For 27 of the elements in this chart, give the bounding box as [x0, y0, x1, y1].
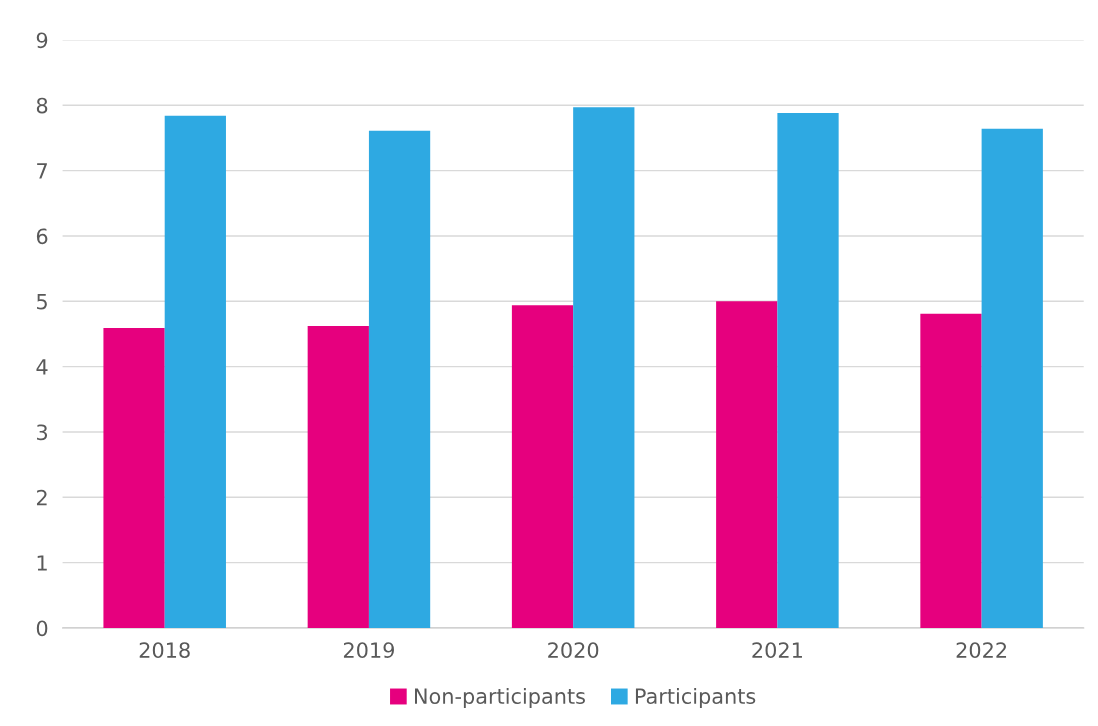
bar — [777, 113, 839, 628]
y-tick-label: 8 — [36, 97, 48, 114]
x-tick-label: 2021 — [752, 642, 802, 659]
x-tick-label: 2022 — [956, 642, 1007, 659]
bar — [573, 107, 635, 628]
x-tick-label: 2019 — [343, 642, 394, 659]
x-tick-label: 2020 — [548, 642, 599, 659]
y-tick-label: 6 — [36, 228, 48, 245]
y-tick-label: 4 — [36, 359, 48, 375]
y-tick-label: 7 — [37, 163, 47, 179]
bar — [103, 328, 165, 628]
bar — [716, 301, 778, 628]
y-tick-label: 1 — [37, 555, 47, 571]
y-tick-label: 0 — [36, 620, 48, 637]
bar — [368, 130, 431, 628]
y-tick-label: 5 — [37, 294, 47, 310]
y-tick-label: 3 — [37, 424, 48, 441]
legend-label: Participants — [635, 687, 756, 709]
x-tick-label: 2018 — [139, 642, 190, 659]
bar — [164, 115, 226, 628]
bar — [920, 313, 982, 628]
bar — [511, 305, 574, 628]
y-tick-label: 9 — [36, 32, 48, 49]
y-tick-label: 2 — [36, 489, 47, 506]
bar — [307, 326, 369, 628]
bar — [981, 128, 1043, 628]
legend-label: Non-participants — [415, 687, 585, 709]
